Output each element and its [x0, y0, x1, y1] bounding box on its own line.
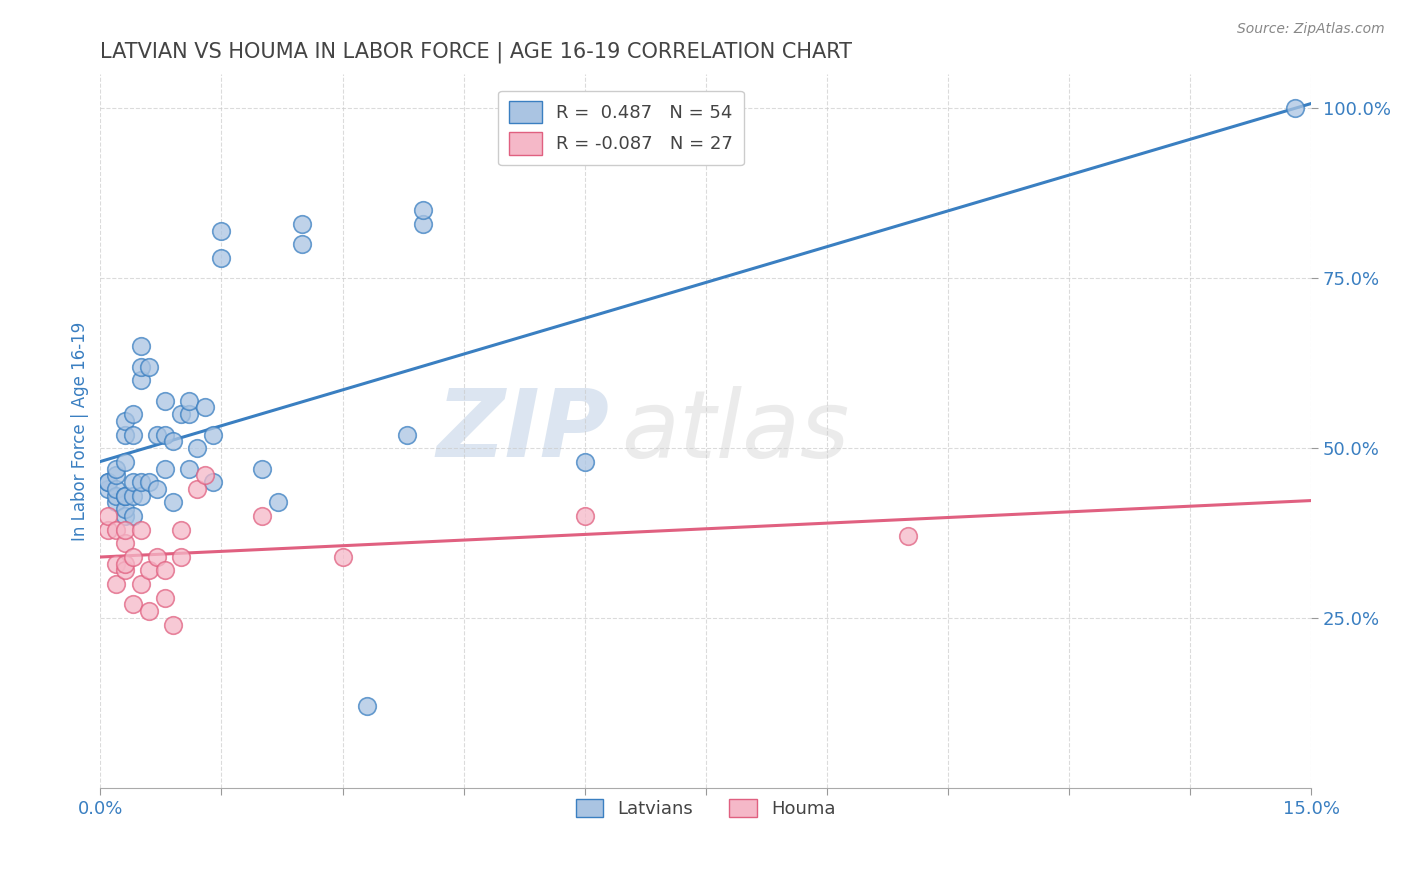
Point [105, 468, 128, 483]
Point [186, 441, 208, 455]
Text: atlas: atlas [621, 385, 849, 476]
Point [129, 475, 152, 489]
Point [202, 427, 225, 442]
Point [209, 251, 232, 265]
Point [194, 401, 217, 415]
Point [105, 482, 128, 496]
Y-axis label: In Labor Force | Age 16-19: In Labor Force | Age 16-19 [72, 321, 89, 541]
Point [412, 203, 434, 218]
Point [194, 468, 217, 483]
Point [179, 461, 201, 475]
Point [114, 489, 136, 503]
Point [209, 224, 232, 238]
Point [291, 237, 314, 252]
Point [291, 217, 314, 231]
Point [153, 461, 176, 475]
Point [574, 455, 596, 469]
Point [897, 529, 920, 543]
Point [146, 427, 169, 442]
Point [105, 557, 128, 571]
Point [153, 564, 176, 578]
Point [153, 427, 176, 442]
Point [146, 549, 169, 564]
Point [97, 475, 120, 489]
Point [97, 509, 120, 524]
Point [129, 489, 152, 503]
Point [105, 577, 128, 591]
Point [574, 509, 596, 524]
Point [250, 509, 273, 524]
Point [114, 536, 136, 550]
Point [114, 414, 136, 428]
Point [129, 523, 152, 537]
Point [121, 489, 143, 503]
Point [105, 523, 128, 537]
Point [170, 523, 193, 537]
Point [105, 489, 128, 503]
Point [121, 475, 143, 489]
Point [105, 461, 128, 475]
Point [170, 407, 193, 421]
Point [202, 475, 225, 489]
Point [396, 427, 419, 442]
Point [1284, 102, 1306, 116]
Point [97, 523, 120, 537]
Text: Source: ZipAtlas.com: Source: ZipAtlas.com [1237, 22, 1385, 37]
Point [129, 359, 152, 374]
Point [97, 475, 120, 489]
Point [114, 489, 136, 503]
Point [114, 502, 136, 516]
Point [250, 461, 273, 475]
Point [114, 509, 136, 524]
Point [129, 577, 152, 591]
Point [267, 495, 290, 509]
Point [186, 482, 208, 496]
Point [121, 549, 143, 564]
Point [105, 495, 128, 509]
Point [129, 373, 152, 387]
Point [332, 549, 354, 564]
Point [138, 475, 160, 489]
Point [121, 407, 143, 421]
Point [138, 604, 160, 618]
Point [121, 509, 143, 524]
Text: LATVIAN VS HOUMA IN LABOR FORCE | AGE 16-19 CORRELATION CHART: LATVIAN VS HOUMA IN LABOR FORCE | AGE 16… [100, 42, 852, 63]
Point [153, 393, 176, 408]
Point [412, 217, 434, 231]
Legend: Latvians, Houma: Latvians, Houma [569, 791, 842, 825]
Point [129, 339, 152, 353]
Point [179, 393, 201, 408]
Point [114, 427, 136, 442]
Point [114, 523, 136, 537]
Point [356, 699, 378, 714]
Point [162, 495, 184, 509]
Point [114, 557, 136, 571]
Point [114, 455, 136, 469]
Point [121, 598, 143, 612]
Point [179, 407, 201, 421]
Point [162, 434, 184, 449]
Text: ZIP: ZIP [436, 385, 609, 477]
Point [114, 564, 136, 578]
Point [146, 482, 169, 496]
Point [162, 617, 184, 632]
Point [121, 427, 143, 442]
Point [138, 564, 160, 578]
Point [170, 549, 193, 564]
Point [97, 482, 120, 496]
Point [153, 591, 176, 605]
Point [138, 359, 160, 374]
